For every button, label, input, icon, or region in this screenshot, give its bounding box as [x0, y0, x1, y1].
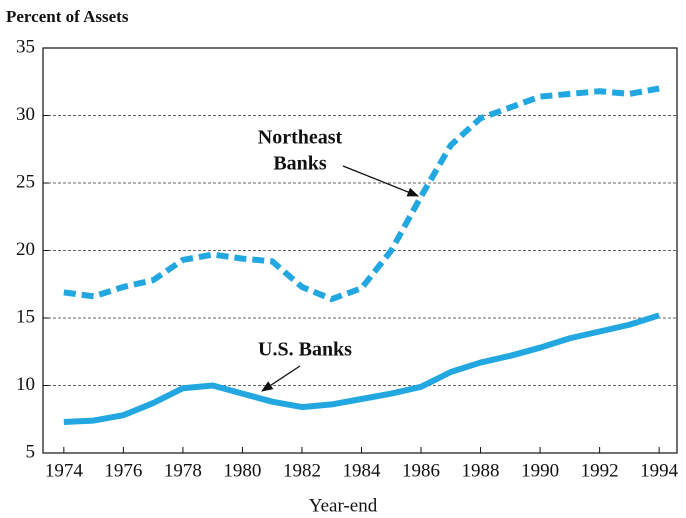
annotation-arrow [342, 165, 420, 197]
chart-title: Percent of Assets [6, 7, 129, 26]
x-tick-label: 1988 [462, 460, 500, 481]
annotation: Northeast [258, 127, 343, 149]
y-tick-label: 30 [16, 104, 35, 125]
x-tick-label: 1992 [581, 460, 619, 481]
x-tick-label: 1994 [640, 460, 679, 481]
line-series [63, 312, 661, 425]
x-tick-label: 1986 [402, 460, 440, 481]
y-tick-label: 15 [16, 306, 35, 327]
y-tick-label: 35 [16, 36, 35, 57]
y-tick-label: 5 [26, 441, 36, 462]
plot-frame [42, 47, 678, 454]
annotation: U.S. Banks [258, 339, 352, 361]
x-tick-label: 1974 [45, 460, 84, 481]
line-series [63, 85, 660, 303]
x-tick-label: 1982 [283, 460, 321, 481]
x-axis-label: Year-end [309, 495, 378, 516]
x-tick-label: 1978 [164, 460, 202, 481]
y-tick-label: 25 [16, 171, 35, 192]
y-tick-label: 10 [16, 374, 35, 395]
annotation: Banks [273, 153, 327, 175]
annotation-arrow [261, 365, 301, 392]
x-tick-label: 1990 [521, 460, 559, 481]
x-tick-label: 1980 [223, 460, 261, 481]
x-tick-label: 1984 [342, 460, 381, 481]
x-tick-label: 1976 [104, 460, 142, 481]
y-tick-label: 20 [16, 239, 35, 260]
